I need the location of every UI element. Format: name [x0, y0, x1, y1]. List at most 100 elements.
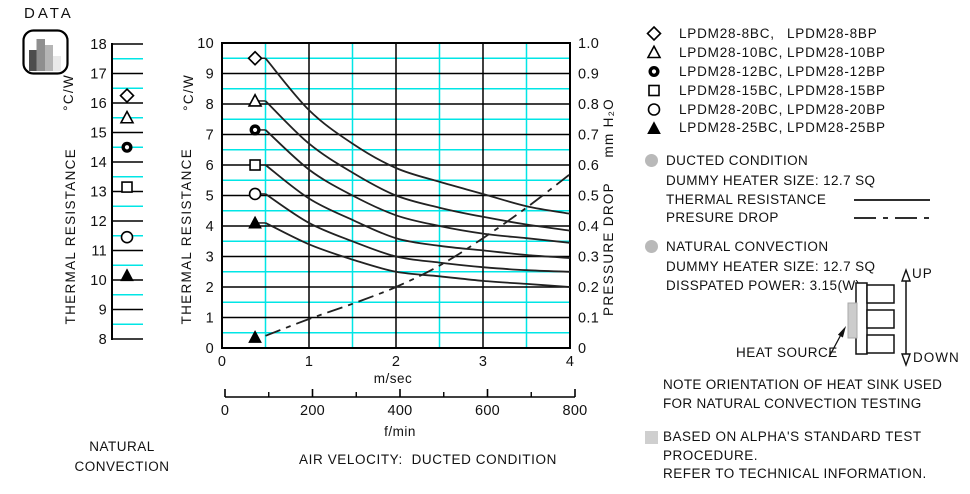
- heat-sink-base-plate: [855, 282, 868, 355]
- strip-y-tick-label: 18: [90, 37, 107, 53]
- natural-heater-size: DUMMY HEATER SIZE: 12.7 SQ: [666, 258, 876, 274]
- main-y-unit-right: mm H₂O: [601, 98, 616, 158]
- main-left-tick-label: 6: [206, 158, 214, 174]
- main-left-tick-label: 10: [197, 36, 214, 52]
- strip-caption-line-2: CONVECTION: [74, 458, 170, 474]
- square-open-marker-icon: [648, 84, 660, 97]
- heat-source-block: [847, 302, 858, 339]
- main-right-tick-label: 0.7: [578, 128, 599, 144]
- circle-open-marker-icon: [647, 103, 661, 116]
- main-right-tick-label: 1.0: [578, 36, 599, 52]
- strip-chart-caption: NATURAL CONVECTION: [58, 437, 186, 476]
- main-x-tick-label: 2: [392, 354, 400, 370]
- data-label: DATA: [24, 5, 74, 22]
- footer-note-line-3: REFER TO TECHNICAL INFORMATION.: [663, 466, 927, 482]
- strip-marker-LPDM28-15B: [121, 181, 133, 193]
- triangle-filled-marker-icon: [647, 121, 661, 134]
- strip-y-tick-label: 12: [90, 214, 107, 230]
- orientation-note-line-2: FOR NATURAL CONVECTION TESTING: [663, 395, 922, 411]
- heat-sink-fin: [866, 334, 895, 354]
- strip-y-tick-label: 9: [99, 303, 107, 319]
- x-axis-unit-primary: m/sec: [373, 371, 413, 386]
- pressure-drop-line-sample: [854, 217, 930, 220]
- thermal-curve-LPDM28-8B: [264, 57, 571, 215]
- legend-item: LPDM28-8BC, LPDM28-8BP: [645, 24, 886, 43]
- legend-label-bp: LPDM28-8BP: [787, 25, 878, 41]
- main-right-tick-label: 0.6: [578, 158, 599, 174]
- main-right-tick-label: 0.2: [578, 280, 599, 296]
- footer-note: BASED ON ALPHA'S STANDARD TEST PROCEDURE…: [663, 428, 927, 484]
- diamond-marker-icon: [646, 26, 662, 42]
- main-left-tick-label: 5: [206, 189, 214, 205]
- gray-bullet-icon: [645, 240, 658, 253]
- main-left-tick-label: 9: [206, 67, 214, 83]
- footer-note-line-1: BASED ON ALPHA'S STANDARD TEST: [663, 429, 922, 444]
- thermal-curve-LPDM28-12B: [264, 129, 571, 244]
- legend-label-bp: LPDM28-25BP: [787, 120, 886, 136]
- triangle-filled-marker-icon: [647, 121, 661, 134]
- strip-y-tick-label: 17: [90, 67, 107, 83]
- up-label: UP: [912, 266, 933, 281]
- legend-label-bc: LPDM28-8BC,: [679, 25, 775, 41]
- main-right-tick-label: 0.1: [578, 311, 599, 327]
- legend: LPDM28-8BC, LPDM28-8BP LPDM28-10BC, LPDM28-…: [645, 24, 886, 137]
- strip-y-tick-label: 14: [90, 155, 107, 171]
- strip-marker-LPDM28-25B: [120, 268, 134, 282]
- main-chart-caption: AIR VELOCITY: DUCTED CONDITION: [299, 452, 557, 467]
- main-marker-LPDM28-10B: [247, 93, 263, 107]
- legend-label-bc: LPDM28-20BC,: [679, 101, 784, 117]
- main-marker-LPDM28-25B: [248, 215, 262, 229]
- thermal-curve-LPDM28-20B: [265, 193, 571, 273]
- section-ducted-condition: DUCTED CONDITION DUMMY HEATER SIZE: 12.7…: [645, 152, 930, 226]
- circle-dot-marker-icon: [648, 66, 660, 78]
- main-left-tick-label: 1: [206, 311, 214, 327]
- strip-marker-LPDM28-12B: [121, 141, 133, 153]
- triangle-open-marker-icon: [646, 44, 662, 59]
- circle-dot-marker-icon: [648, 66, 660, 78]
- pressure-drop-key-label: PRESURE DROP: [666, 210, 779, 226]
- main-x-tick-label: 3: [479, 354, 487, 370]
- strip-marker-LPDM28-20B: [120, 230, 134, 244]
- main-left-tick-label: 3: [206, 250, 214, 266]
- fmin-tick-label: 200: [300, 403, 325, 419]
- legend-label-bp: LPDM28-20BP: [787, 101, 886, 117]
- main-right-tick-label: 0.9: [578, 67, 599, 83]
- legend-label-bc: LPDM28-12BC,: [679, 63, 784, 79]
- strip-y-tick-label: 15: [90, 126, 107, 142]
- main-marker-LPDM28-15B: [249, 159, 261, 171]
- strip-caption-line-1: NATURAL: [89, 439, 155, 454]
- thermal-resistance-line-sample: [854, 198, 930, 201]
- fmin-tick-label: 600: [475, 403, 500, 419]
- diamond-marker-icon: [646, 26, 662, 42]
- section-natural-convection: NATURAL CONVECTION DUMMY HEATER SIZE: 12…: [645, 238, 875, 293]
- circle-open-marker-icon: [647, 103, 661, 116]
- thermal-curve-LPDM28-15B: [264, 164, 571, 259]
- strip-y-tick-label: 11: [91, 244, 107, 260]
- up-arrowhead-icon: [901, 267, 911, 282]
- main-right-tick-label: 0: [578, 341, 586, 357]
- strip-y-tick-label: 13: [90, 185, 107, 201]
- thermal-resistance-key-row: THERMAL RESISTANCE: [666, 191, 930, 207]
- heat-sink-fin: [866, 309, 895, 329]
- legend-item: LPDM28-12BC, LPDM28-12BP: [645, 62, 886, 81]
- main-y-unit-left: °C/W: [181, 74, 196, 111]
- legend-label-bc: LPDM28-15BC,: [679, 82, 784, 98]
- main-x-tick-label: 4: [566, 354, 574, 370]
- main-marker-LPDM28-8B: [247, 50, 263, 66]
- gray-bullet-icon: [645, 154, 658, 167]
- legend-item: LPDM28-25BC, LPDM28-25BP: [645, 118, 886, 137]
- pressure-drop-key-row: PRESURE DROP: [666, 210, 930, 226]
- down-label: DOWN: [913, 350, 960, 365]
- strip-y-unit-label: °C/W: [61, 74, 76, 111]
- fmin-tick-label: 0: [221, 403, 229, 419]
- legend-label-bp: LPDM28-15BP: [787, 82, 886, 98]
- main-right-tick-label: 0.3: [578, 250, 599, 266]
- orientation-note: NOTE ORIENTATION OF HEAT SINK USED FOR N…: [663, 376, 942, 413]
- thermal-resistance-key-label: THERMAL RESISTANCE: [666, 191, 827, 207]
- ducted-title-row: DUCTED CONDITION: [645, 152, 875, 169]
- strip-y-axis-title: THERMAL RESISTANCE: [63, 148, 78, 325]
- main-left-tick-label: 4: [206, 219, 214, 235]
- natural-title-row: NATURAL CONVECTION: [645, 238, 875, 255]
- main-right-tick-label: 0.5: [578, 189, 599, 205]
